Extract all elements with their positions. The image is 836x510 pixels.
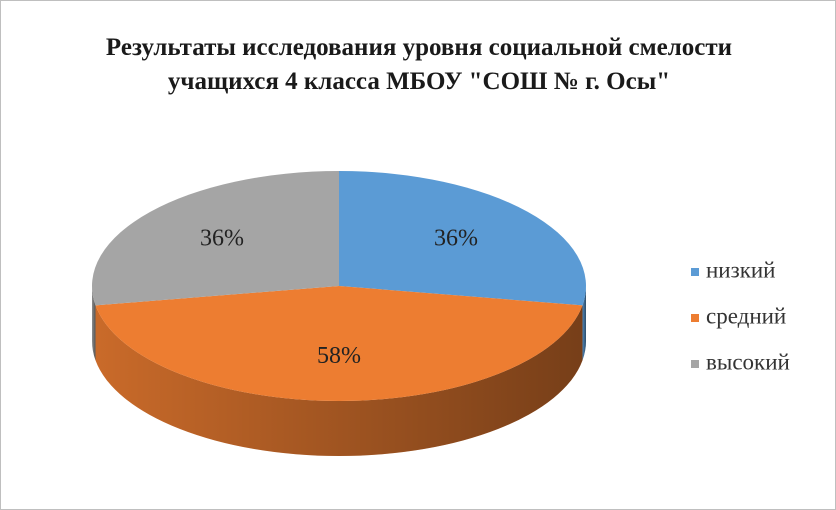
slice <box>95 286 583 401</box>
legend-swatch <box>691 360 699 368</box>
data-label: 58% <box>317 343 361 369</box>
legend-swatch <box>691 314 699 322</box>
legend-label: средний <box>706 303 786 328</box>
chart-title: Результаты исследования уровня социально… <box>105 34 733 95</box>
slice <box>92 171 340 306</box>
data-label: 36% <box>200 226 244 252</box>
slice <box>339 171 586 306</box>
slice-side-shade <box>582 286 586 361</box>
slice-side-shade <box>92 286 96 361</box>
legend-label: низкий <box>706 257 776 282</box>
slice-side-shade <box>95 305 583 456</box>
legend-swatch <box>691 268 699 276</box>
legend-label: высокий <box>706 349 790 374</box>
data-label: 36% <box>434 226 478 252</box>
